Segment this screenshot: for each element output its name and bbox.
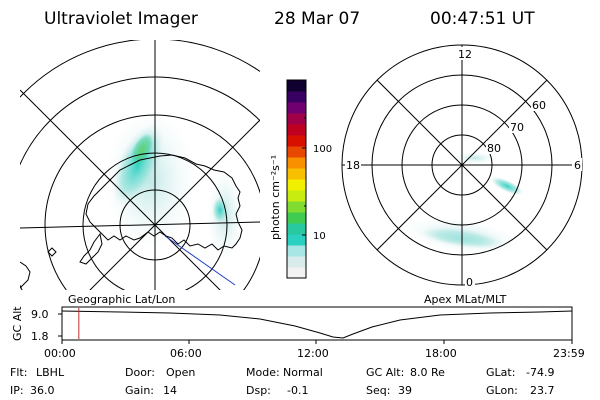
colorbar-cell (287, 80, 306, 92)
status-gcalt-label: GC Alt: (366, 366, 404, 379)
colorbar-cell (287, 135, 306, 147)
colorbar-tick-label: 100 (313, 144, 332, 155)
instrument-title: Ultraviolet Imager (44, 9, 198, 29)
colorbar-cell (287, 256, 306, 268)
status-dsp-value: -0.1 (287, 384, 308, 397)
colorbar-cell (287, 201, 306, 213)
apex-lat-label: 80 (487, 142, 501, 155)
apex-lat-label: 60 (532, 99, 546, 112)
geo-track-line (164, 235, 236, 286)
apex-label-bg (486, 141, 503, 154)
colorbar: 100 10 photon cm⁻²s⁻¹ (269, 79, 332, 279)
colorbar-cell (287, 223, 306, 235)
status-door-value: Open (166, 366, 195, 379)
apex-lat-label: 70 (510, 121, 524, 134)
colorbar-cell (287, 190, 306, 202)
status-flt-value: LBHL (36, 366, 65, 379)
colorbar-label: photon cm⁻²s⁻¹ (269, 155, 282, 240)
apex-aurora-dawn (490, 176, 524, 196)
geo-lon-line (89, 119, 260, 290)
altitude-x-tick: 06:00 (170, 347, 202, 360)
colorbar-cell (287, 212, 306, 224)
apex-mlt-label-right: 6 (574, 159, 581, 172)
altitude-y-tick: 9.0 (31, 308, 49, 321)
apex-mlt-label-top: 12 (458, 48, 472, 61)
apex-polar-plot: 12 6 0 18 60 70 80 (341, 44, 583, 289)
colorbar-cell (287, 146, 306, 158)
colorbar-cell (287, 245, 306, 257)
status-ip-value: 36.0 (30, 384, 55, 397)
date-label: 28 Mar 07 (274, 9, 360, 29)
status-dsp-label: Dsp: (246, 384, 271, 397)
geographic-panel-label: Geographic Lat/Lon (68, 293, 175, 306)
status-gcalt-value: 8.0 Re (410, 366, 445, 379)
apex-mlt-line (376, 79, 548, 251)
altitude-plot: GC Alt 9.0 1.8 00:00 06:00 12:00 18:00 2… (11, 306, 585, 360)
status-gain-label: Gain: (125, 384, 154, 397)
geo-island (47, 247, 57, 257)
geo-lon-line (20, 221, 260, 229)
colorbar-frame (286, 79, 307, 279)
status-ip-label: IP: (10, 384, 24, 397)
geo-coastline (85, 154, 243, 251)
altitude-x-ticks (61, 340, 573, 344)
colorbar-cell (287, 168, 306, 180)
altitude-curve (61, 310, 573, 339)
altitude-y-tick: 1.8 (31, 330, 49, 343)
apex-label-bg (345, 158, 361, 171)
status-flt-label: Flt: (10, 366, 27, 379)
status-glat-value: -74.9 (526, 366, 554, 379)
time-label: 00:47:51 UT (430, 9, 535, 29)
colorbar-cell (287, 124, 306, 136)
colorbar-cell (287, 179, 306, 191)
status-seq-label: Seq: (366, 384, 390, 397)
altitude-x-tick: 18:00 (425, 347, 457, 360)
geo-peninsula (79, 232, 103, 265)
colorbar-cell (287, 157, 306, 169)
status-seq-value: 39 (398, 384, 412, 397)
colorbar-cell (287, 91, 306, 103)
colorbar-tick-label: 10 (313, 231, 326, 242)
altitude-x-tick: 00:00 (44, 347, 76, 360)
status-glat-label: GLat: (486, 366, 515, 379)
apex-label-bg (509, 120, 526, 133)
status-mode-value: Normal (283, 366, 323, 379)
apex-panel-label: Apex MLat/MLT (424, 293, 507, 306)
apex-label-bg (531, 98, 548, 111)
altitude-x-tick: 23:59 (553, 347, 585, 360)
colorbar-cell (287, 113, 306, 125)
colorbar-cell (287, 267, 306, 279)
apex-label-bg (457, 47, 471, 60)
geographic-map (20, 40, 260, 290)
altitude-axis-label: GC Alt (11, 306, 24, 341)
altitude-plot-frame (61, 306, 573, 341)
apex-mlt-label-bottom: 0 (466, 276, 473, 289)
apex-label-bg (572, 158, 582, 171)
geo-lon-line (20, 89, 221, 290)
status-gain-value: 14 (163, 384, 177, 397)
status-door-label: Door: (125, 366, 155, 379)
altitude-x-tick: 12:00 (297, 347, 329, 360)
status-readout: Flt: LBHL Door: Open Mode: Normal GC Alt… (10, 366, 555, 397)
colorbar-cell (287, 234, 306, 246)
apex-label-bg (465, 275, 475, 288)
apex-aurora-top (455, 152, 495, 164)
apex-mlt-label-left: 18 (346, 159, 360, 172)
geo-coastline-south-america (20, 261, 31, 289)
colorbar-cell (287, 102, 306, 114)
status-glon-value: 23.7 (530, 384, 555, 397)
status-mode-label: Mode: (246, 366, 280, 379)
status-glon-label: GLon: (486, 384, 518, 397)
